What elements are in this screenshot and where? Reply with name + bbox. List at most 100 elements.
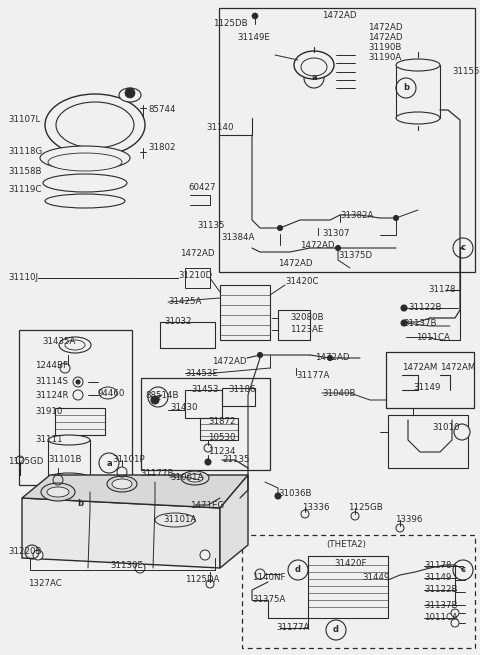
Bar: [242, 535, 475, 648]
Text: 31155B: 31155B: [452, 67, 480, 77]
Ellipse shape: [65, 340, 85, 350]
Bar: [219, 8, 475, 272]
Text: 31375D: 31375D: [338, 250, 372, 259]
Text: 1140NF: 1140NF: [252, 574, 286, 582]
Text: d: d: [295, 565, 301, 574]
Text: 31430: 31430: [170, 403, 197, 413]
Text: 1472AM: 1472AM: [440, 364, 475, 373]
Circle shape: [252, 13, 258, 19]
Ellipse shape: [396, 59, 440, 71]
Text: 31061A: 31061A: [170, 472, 204, 481]
Text: 31186: 31186: [228, 386, 255, 394]
Circle shape: [33, 550, 43, 560]
Text: 1011CA: 1011CA: [416, 333, 450, 341]
Bar: [141, 378, 270, 470]
Ellipse shape: [294, 51, 334, 79]
Text: 31137B: 31137B: [403, 318, 436, 328]
Text: 1125GB: 1125GB: [348, 504, 383, 512]
Text: 1471EG: 1471EG: [190, 500, 224, 510]
Text: 31178: 31178: [424, 561, 452, 571]
Text: 31307: 31307: [322, 229, 349, 238]
Bar: [396, 65, 440, 118]
Polygon shape: [22, 475, 248, 508]
Text: 31107L: 31107L: [8, 115, 40, 124]
Text: 31149: 31149: [413, 383, 440, 392]
Text: 31453: 31453: [191, 386, 218, 394]
Text: 31122B: 31122B: [408, 303, 442, 312]
Text: 31149E: 31149E: [237, 33, 270, 43]
Text: 1472AD: 1472AD: [315, 354, 349, 362]
Circle shape: [454, 424, 470, 440]
Ellipse shape: [396, 112, 440, 124]
Text: 31130E: 31130E: [110, 561, 143, 569]
Circle shape: [205, 459, 211, 465]
Circle shape: [99, 453, 119, 473]
Circle shape: [288, 560, 308, 580]
Ellipse shape: [107, 476, 137, 492]
Ellipse shape: [41, 483, 75, 501]
Bar: [19, 330, 132, 485]
Text: 31420F: 31420F: [334, 559, 367, 567]
Text: 32080B: 32080B: [290, 314, 324, 322]
Circle shape: [200, 550, 210, 560]
Circle shape: [76, 380, 80, 384]
Bar: [185, 268, 210, 288]
Text: 31118G: 31118G: [8, 147, 42, 157]
Ellipse shape: [43, 174, 127, 192]
Text: 31122B: 31122B: [424, 586, 457, 595]
Circle shape: [327, 356, 333, 360]
Ellipse shape: [48, 473, 90, 483]
Circle shape: [326, 620, 346, 640]
Bar: [388, 415, 468, 468]
Ellipse shape: [181, 471, 209, 485]
Bar: [200, 418, 238, 440]
Text: 31040B: 31040B: [322, 388, 356, 398]
Text: 31101A: 31101A: [163, 515, 196, 525]
Text: 31210D: 31210D: [178, 271, 212, 280]
Text: 1327AC: 1327AC: [28, 578, 62, 588]
Ellipse shape: [59, 337, 91, 353]
Text: 1472AD: 1472AD: [368, 33, 403, 41]
Text: 31114S: 31114S: [35, 377, 68, 386]
Text: 31140: 31140: [206, 124, 233, 132]
Text: 13336: 13336: [302, 502, 329, 512]
Circle shape: [70, 494, 90, 514]
Text: 1123AE: 1123AE: [290, 326, 324, 335]
Text: 31435A: 31435A: [42, 337, 75, 346]
Text: d: d: [333, 626, 339, 635]
Text: a: a: [311, 73, 317, 83]
Ellipse shape: [301, 58, 327, 76]
Text: 1472AM: 1472AM: [402, 364, 437, 373]
Text: 31036B: 31036B: [278, 489, 312, 498]
Circle shape: [401, 305, 407, 311]
Text: 1472AD: 1472AD: [300, 242, 335, 250]
Circle shape: [275, 493, 281, 499]
Text: 1125DA: 1125DA: [185, 576, 219, 584]
Polygon shape: [22, 498, 220, 568]
Circle shape: [135, 563, 145, 573]
Text: 31119C: 31119C: [8, 185, 41, 193]
Text: b: b: [77, 500, 83, 508]
Text: 1472AD: 1472AD: [278, 259, 312, 269]
Text: c: c: [156, 392, 160, 402]
Text: c: c: [460, 565, 466, 574]
Text: 31425A: 31425A: [168, 297, 202, 307]
Text: b: b: [403, 83, 409, 92]
Text: 94460: 94460: [98, 388, 125, 398]
Circle shape: [148, 387, 168, 407]
Circle shape: [453, 560, 473, 580]
Text: 31032: 31032: [164, 318, 192, 326]
Text: 31190B: 31190B: [368, 43, 401, 52]
Text: 85744: 85744: [148, 105, 176, 115]
Text: 31420C: 31420C: [285, 278, 319, 286]
Text: 31449: 31449: [362, 572, 389, 582]
Text: 31802: 31802: [148, 143, 176, 153]
Bar: [220, 285, 270, 340]
Circle shape: [125, 88, 135, 98]
Circle shape: [257, 352, 263, 358]
Ellipse shape: [48, 435, 90, 445]
Circle shape: [396, 78, 416, 98]
Text: 31158B: 31158B: [8, 168, 41, 176]
Text: (THETA2): (THETA2): [326, 540, 366, 550]
Text: 1472AD: 1472AD: [322, 10, 357, 20]
